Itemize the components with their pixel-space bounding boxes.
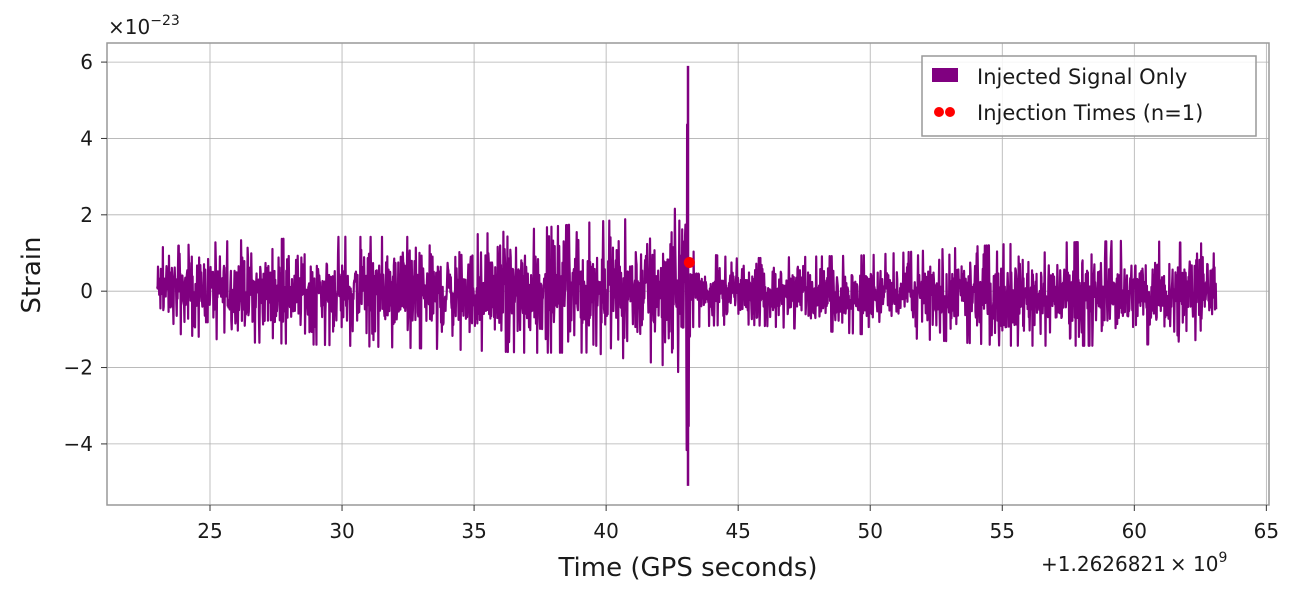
injection-time-point <box>683 257 695 269</box>
plot-frame <box>106 42 1270 506</box>
x-offset-exponent: 9 <box>1219 550 1228 566</box>
x-tick-label: 65 <box>1254 519 1279 543</box>
y-scale-prefix: ×10 <box>108 15 150 39</box>
x-tick-label: 50 <box>857 519 882 543</box>
series-injected-signal-line <box>156 123 1218 452</box>
legend-box <box>921 55 1257 137</box>
y-tick-label: −2 <box>64 356 93 380</box>
y-scale-exponent: −23 <box>150 13 180 29</box>
y-tick-label: 4 <box>80 126 93 150</box>
x-offset-label: +1.2626821 <box>1041 552 1166 576</box>
axis-ticks: 25 30 35 40 45 50 55 60 65 −4 −2 0 2 4 6 <box>64 50 1280 543</box>
legend-swatch-injected-signal <box>932 68 958 82</box>
y-tick-label: 6 <box>80 50 93 74</box>
legend-marker-injection-times-2 <box>945 107 955 117</box>
series-layer <box>156 65 1218 486</box>
y-scale-annotation: ×10−23 <box>108 13 180 39</box>
x-tick-label: 35 <box>461 519 486 543</box>
x-tick-label: 40 <box>593 519 618 543</box>
x-offset-multiplier: × 10 <box>1170 552 1219 576</box>
y-tick-label: 0 <box>80 279 93 303</box>
legend: Injected Signal Only Injection Times (n=… <box>921 55 1257 137</box>
x-tick-label: 45 <box>725 519 750 543</box>
y-tick-label: 2 <box>80 203 93 227</box>
x-tick-label: 30 <box>329 519 354 543</box>
x-tick-label: 55 <box>990 519 1015 543</box>
x-axis-label: Time (GPS seconds) <box>557 553 817 583</box>
x-tick-label: 25 <box>197 519 222 543</box>
y-tick-label: −4 <box>64 432 93 456</box>
x-offset-annotation: +1.2626821 × 109 <box>1041 550 1227 576</box>
legend-label-injected-signal: Injected Signal Only <box>977 65 1187 89</box>
legend-marker-injection-times <box>934 107 944 117</box>
x-tick-label: 60 <box>1122 519 1147 543</box>
y-axis-label: Strain <box>17 236 47 313</box>
legend-label-injection-times: Injection Times (n=1) <box>977 101 1203 125</box>
